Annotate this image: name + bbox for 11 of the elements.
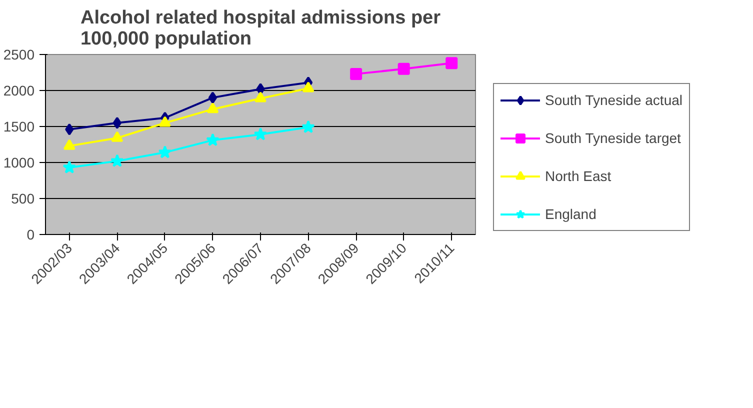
y-tick-label: 0 bbox=[26, 226, 35, 242]
y-tick-label: 2500 bbox=[3, 46, 35, 62]
legend-label: England bbox=[545, 206, 596, 222]
y-tick-label: 2000 bbox=[3, 82, 35, 98]
y-tick-label: 1000 bbox=[3, 154, 35, 170]
legend-label: South Tyneside actual bbox=[545, 92, 683, 108]
y-tick-label: 1500 bbox=[3, 118, 35, 134]
chart-title: Alcohol related hospital admissions per 100,000 population bbox=[80, 8, 442, 50]
legend-label: North East bbox=[545, 168, 612, 184]
y-tick-label: 500 bbox=[11, 190, 35, 206]
legend-label: South Tyneside target bbox=[545, 130, 681, 146]
